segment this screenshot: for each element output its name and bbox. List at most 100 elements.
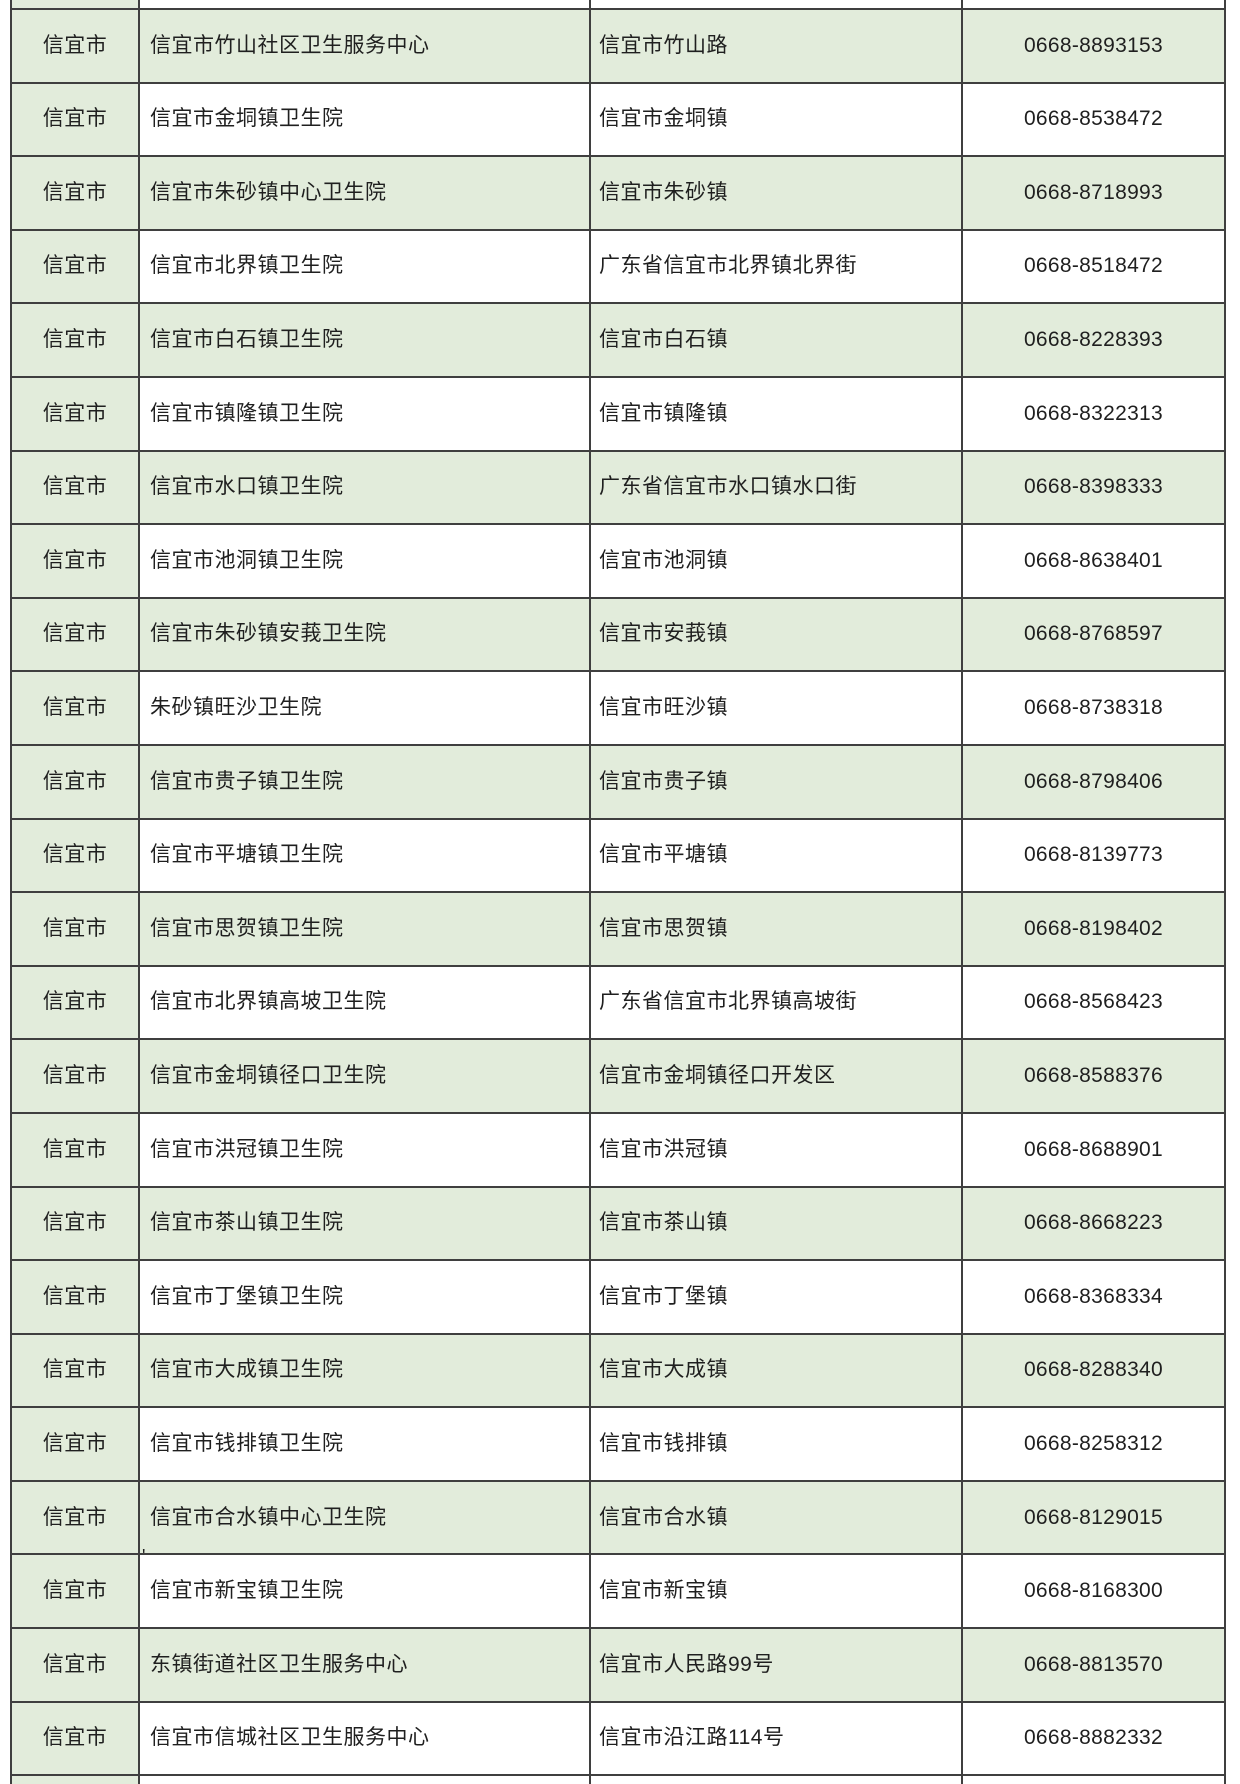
cell-phone: 0668-8139773 xyxy=(963,819,1224,892)
cell-name: 信宜市茶山镇卫生院 xyxy=(140,1187,589,1260)
cell-name: 信宜市合水镇中心卫生院 xyxy=(140,1481,589,1554)
cell-name: 信宜市金垌镇径口卫生院 xyxy=(140,1040,589,1112)
cell-city: 信宜市 xyxy=(12,1113,138,1186)
cell-city: 信宜市 xyxy=(12,304,138,376)
cell-city: 信宜市 xyxy=(12,1040,138,1112)
cell-name: 信宜市丁堡镇卫生院 xyxy=(140,1261,589,1333)
cell-address: 信宜市大成镇 xyxy=(591,1334,961,1407)
cell-phone: 0668-8129015 xyxy=(963,1481,1224,1554)
cell-city: 信宜市 xyxy=(12,893,138,965)
cell-city: 信宜市 xyxy=(12,377,138,450)
cell-address: 广东省信宜市北界镇北界街 xyxy=(591,230,961,303)
cell-address: 信宜市金垌镇 xyxy=(591,83,961,156)
cell-address: 广东省信宜市水口镇水口街 xyxy=(591,451,961,524)
cell-phone: 0668-8798406 xyxy=(963,745,1224,818)
cell-name: 信宜市大成镇卫生院 xyxy=(140,1334,589,1407)
cell-phone: 0668-8538472 xyxy=(963,83,1224,156)
cell-name: 信宜市贵子镇卫生院 xyxy=(140,745,589,818)
cell-name: 信宜市镇隆镇卫生院 xyxy=(140,377,589,450)
cell-phone: 0668-8322313 xyxy=(963,377,1224,450)
cell-address: 信宜市金垌镇径口开发区 xyxy=(591,1040,961,1112)
cell-name: 信宜市信城社区卫生服务中心 xyxy=(140,1702,589,1775)
partial-row-cell xyxy=(140,1776,589,1784)
cell-name: 东镇街道社区卫生服务中心 xyxy=(140,1629,589,1701)
cell-address: 信宜市竹山路 xyxy=(591,10,961,82)
cell-city: 信宜市 xyxy=(12,1629,138,1701)
cell-address: 信宜市朱砂镇 xyxy=(591,157,961,229)
cell-address: 信宜市镇隆镇 xyxy=(591,377,961,450)
cell-phone: 0668-8893153 xyxy=(963,10,1224,82)
cell-phone: 0668-8228393 xyxy=(963,304,1224,376)
cell-address: 信宜市洪冠镇 xyxy=(591,1113,961,1186)
cell-name: 信宜市水口镇卫生院 xyxy=(140,451,589,524)
cell-address: 信宜市思贺镇 xyxy=(591,893,961,965)
health-centers-table: 信宜市 信宜市竹山社区卫生服务中心 信宜市竹山路 0668-8893153 信宜市 信宜市… xyxy=(10,0,1226,1784)
cell-phone: 0668-8738318 xyxy=(963,672,1224,744)
cell-phone: 0668-8882332 xyxy=(963,1702,1224,1775)
cell-city: 信宜市 xyxy=(12,1261,138,1333)
cell-name: 信宜市白石镇卫生院 xyxy=(140,304,589,376)
cell-address: 信宜市合水镇 xyxy=(591,1481,961,1554)
cell-city: 信宜市 xyxy=(12,157,138,229)
cell-phone: 0668-8198402 xyxy=(963,893,1224,965)
partial-row-cell xyxy=(140,0,589,8)
cell-city: 信宜市 xyxy=(12,451,138,524)
cell-city: 信宜市 xyxy=(12,10,138,82)
cell-city: 信宜市 xyxy=(12,598,138,671)
cell-phone: 0668-8398333 xyxy=(963,451,1224,524)
cell-city: 信宜市 xyxy=(12,819,138,892)
partial-row-cell xyxy=(12,1776,138,1784)
cell-address: 信宜市安莪镇 xyxy=(591,598,961,671)
cell-phone: 0668-8518472 xyxy=(963,230,1224,303)
cell-name: 信宜市金垌镇卫生院 xyxy=(140,83,589,156)
cell-city: 信宜市 xyxy=(12,83,138,156)
cell-address: 信宜市丁堡镇 xyxy=(591,1261,961,1333)
cell-name: 信宜市新宝镇卫生院 xyxy=(140,1555,589,1628)
cell-address: 信宜市白石镇 xyxy=(591,304,961,376)
cell-city: 信宜市 xyxy=(12,745,138,818)
cell-city: 信宜市 xyxy=(12,1187,138,1260)
cell-city: 信宜市 xyxy=(12,1481,138,1554)
cell-name: 信宜市竹山社区卫生服务中心 xyxy=(140,10,589,82)
cell-phone: 0668-8688901 xyxy=(963,1113,1224,1186)
cell-city: 信宜市 xyxy=(12,1408,138,1480)
partial-row-cell xyxy=(963,1776,1224,1784)
cell-name: 信宜市思贺镇卫生院 xyxy=(140,893,589,965)
cell-name: 信宜市洪冠镇卫生院 xyxy=(140,1113,589,1186)
cell-city: 信宜市 xyxy=(12,966,138,1039)
cell-address: 信宜市新宝镇 xyxy=(591,1555,961,1628)
cell-phone: 0668-8258312 xyxy=(963,1408,1224,1480)
cell-city: 信宜市 xyxy=(12,230,138,303)
cell-address: 广东省信宜市北界镇高坡街 xyxy=(591,966,961,1039)
cell-city: 信宜市 xyxy=(12,1334,138,1407)
cell-name: 信宜市朱砂镇中心卫生院 xyxy=(140,157,589,229)
cell-phone: 0668-8288340 xyxy=(963,1334,1224,1407)
cell-name: 信宜市钱排镇卫生院 xyxy=(140,1408,589,1480)
cell-name: 信宜市北界镇卫生院 xyxy=(140,230,589,303)
cell-phone: 0668-8588376 xyxy=(963,1040,1224,1112)
cell-address: 信宜市钱排镇 xyxy=(591,1408,961,1480)
cell-phone: 0668-8668223 xyxy=(963,1187,1224,1260)
cell-address: 信宜市茶山镇 xyxy=(591,1187,961,1260)
partial-row-cell xyxy=(591,1776,961,1784)
partial-row-cell xyxy=(12,0,138,8)
cell-address: 信宜市人民路99号 xyxy=(591,1629,961,1701)
cell-city: 信宜市 xyxy=(12,525,138,597)
partial-row-cell xyxy=(963,0,1224,8)
cell-phone: 0668-8638401 xyxy=(963,525,1224,597)
cell-address: 信宜市贵子镇 xyxy=(591,745,961,818)
cell-phone: 0668-8368334 xyxy=(963,1261,1224,1333)
partial-row-cell xyxy=(591,0,961,8)
cell-address: 信宜市沿江路114号 xyxy=(591,1702,961,1775)
cell-address: 信宜市旺沙镇 xyxy=(591,672,961,744)
cell-phone: 0668-8168300 xyxy=(963,1555,1224,1628)
cell-phone: 0668-8568423 xyxy=(963,966,1224,1039)
cell-address: 信宜市池洞镇 xyxy=(591,525,961,597)
cell-name: 信宜市池洞镇卫生院 xyxy=(140,525,589,597)
cell-name: 信宜市朱砂镇安莪卫生院 xyxy=(140,598,589,671)
cell-name: 信宜市平塘镇卫生院 xyxy=(140,819,589,892)
cell-phone: 0668-8768597 xyxy=(963,598,1224,671)
cell-phone: 0668-8813570 xyxy=(963,1629,1224,1701)
cell-city: 信宜市 xyxy=(12,672,138,744)
